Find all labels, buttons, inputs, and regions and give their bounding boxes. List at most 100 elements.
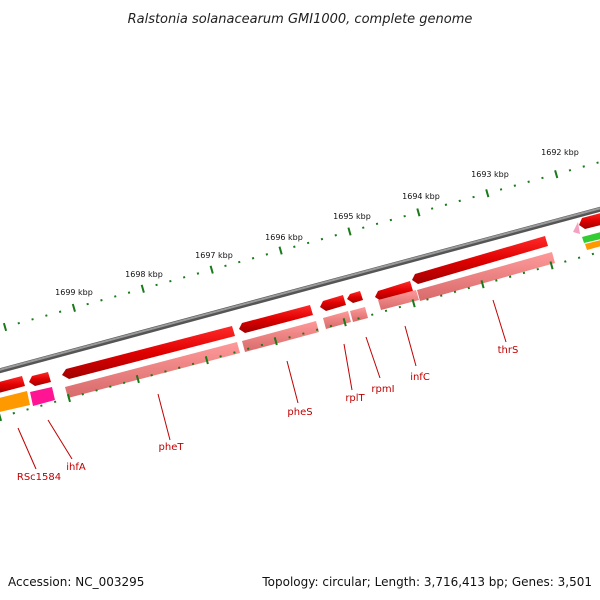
inner-minor-tick xyxy=(426,298,429,301)
feature-thrS-light xyxy=(417,252,555,301)
feature-rplT-light xyxy=(323,311,351,329)
inner-minor-tick xyxy=(302,332,305,335)
outer-minor-tick xyxy=(169,279,172,283)
inner-major-tick xyxy=(135,374,140,384)
outer-minor-tick xyxy=(224,264,227,268)
outer-minor-tick xyxy=(86,302,89,306)
outer-minor-tick xyxy=(114,295,117,298)
kbp-label-1699: 1699 kbp xyxy=(55,288,93,297)
kbp-label-1698: 1698 kbp xyxy=(125,270,163,279)
inner-minor-tick xyxy=(371,313,374,316)
inner-minor-tick xyxy=(522,271,526,275)
outer-minor-tick xyxy=(596,161,599,164)
outer-minor-tick xyxy=(444,203,448,206)
inner-minor-tick xyxy=(150,374,153,377)
outer-major-tick xyxy=(2,322,8,332)
inner-major-tick xyxy=(66,393,71,403)
footer-summary: Topology: circular; Length: 3,716,413 bp… xyxy=(261,575,592,589)
outer-minor-tick xyxy=(458,199,461,203)
outer-major-tick xyxy=(71,303,76,312)
inner-minor-tick xyxy=(26,408,29,411)
genome-backbone-highlight xyxy=(0,207,600,371)
inner-minor-tick xyxy=(577,256,581,260)
gene-pheT-arrow xyxy=(62,326,235,379)
outer-minor-tick xyxy=(430,207,434,210)
feature-right-green xyxy=(582,232,600,243)
gene-thrS-arrow xyxy=(412,236,548,284)
inner-minor-tick xyxy=(95,389,98,392)
inner-minor-tick xyxy=(53,400,57,404)
gene-label-thrS: thrS xyxy=(498,345,519,356)
outer-major-tick xyxy=(209,265,214,274)
leader-RSc1584 xyxy=(17,427,37,470)
feature-rpmI-light xyxy=(350,307,368,322)
inner-minor-tick xyxy=(384,309,388,313)
gene-label-pheS: pheS xyxy=(287,407,312,418)
inner-minor-tick xyxy=(536,267,539,271)
leader-rpmI xyxy=(365,336,381,379)
outer-minor-tick xyxy=(265,253,269,256)
gene-label-pheT: pheT xyxy=(159,442,185,453)
leader-pheT xyxy=(157,393,171,441)
outer-minor-tick xyxy=(196,272,200,275)
inner-minor-tick xyxy=(564,260,567,263)
inner-minor-tick xyxy=(357,317,360,320)
gene-label-infC: infC xyxy=(410,372,430,383)
outer-minor-tick xyxy=(306,241,310,245)
inner-minor-tick xyxy=(288,336,291,339)
gene-infC-arrow xyxy=(375,281,413,301)
leader-ihfA xyxy=(47,419,73,460)
outer-minor-tick xyxy=(293,245,296,248)
inner-minor-tick xyxy=(591,252,595,256)
outer-minor-tick xyxy=(155,283,158,287)
feature-pheT-light xyxy=(65,342,240,398)
outer-minor-tick xyxy=(499,188,503,191)
outer-major-tick xyxy=(554,170,559,179)
kbp-label-1696: 1696 kbp xyxy=(265,233,303,242)
outer-minor-tick xyxy=(403,214,406,218)
map-title: Ralstonia solanacearum GMI1000, complete… xyxy=(128,12,473,27)
outer-minor-tick xyxy=(251,257,255,260)
inner-major-tick xyxy=(204,356,209,365)
inner-minor-tick xyxy=(12,411,16,415)
label-leader-lines xyxy=(17,299,507,470)
gene-rpmI-arrow xyxy=(347,291,363,303)
outer-minor-tick xyxy=(472,195,475,199)
kbp-label-1695: 1695 kbp xyxy=(333,212,371,221)
forward-strand-genes xyxy=(0,213,600,393)
outer-major-tick xyxy=(347,227,352,236)
inner-tick-track xyxy=(0,252,595,422)
outer-minor-tick xyxy=(334,234,337,237)
leader-infC xyxy=(404,325,417,367)
outer-minor-tick xyxy=(362,226,365,229)
outer-minor-tick xyxy=(31,318,34,321)
outer-major-tick xyxy=(278,246,283,255)
inner-minor-tick xyxy=(40,404,43,407)
inner-minor-tick xyxy=(467,286,471,290)
kbp-label-group: 1692 kbp 1693 kbp 1694 kbp 1695 kbp 1696… xyxy=(55,148,579,297)
feature-right-orange xyxy=(585,240,600,250)
gene-ihfA-arrow xyxy=(29,372,51,386)
gene-rplT-arrow xyxy=(320,295,346,311)
outer-major-tick xyxy=(140,284,145,293)
inner-minor-tick xyxy=(164,370,167,373)
inner-minor-tick xyxy=(81,393,84,396)
outer-minor-tick xyxy=(582,165,585,168)
gene-label-rpmI: rpmI xyxy=(371,384,394,395)
kbp-label-1697: 1697 kbp xyxy=(195,251,233,260)
outer-minor-tick xyxy=(100,299,103,302)
inner-minor-tick xyxy=(260,343,264,347)
inner-minor-tick xyxy=(329,324,333,328)
feature-infC-light xyxy=(378,290,419,310)
gene-label-RSc1584: RSc1584 xyxy=(17,472,61,483)
gene-label-rplT: rplT xyxy=(345,393,365,404)
inner-major-tick xyxy=(273,337,278,346)
inner-minor-tick xyxy=(233,351,236,354)
inner-major-tick xyxy=(342,318,347,327)
outer-minor-tick xyxy=(320,237,324,241)
inner-major-tick xyxy=(411,299,416,308)
outer-minor-tick xyxy=(127,291,131,294)
inner-minor-tick xyxy=(398,305,402,309)
inner-minor-tick xyxy=(440,294,443,297)
